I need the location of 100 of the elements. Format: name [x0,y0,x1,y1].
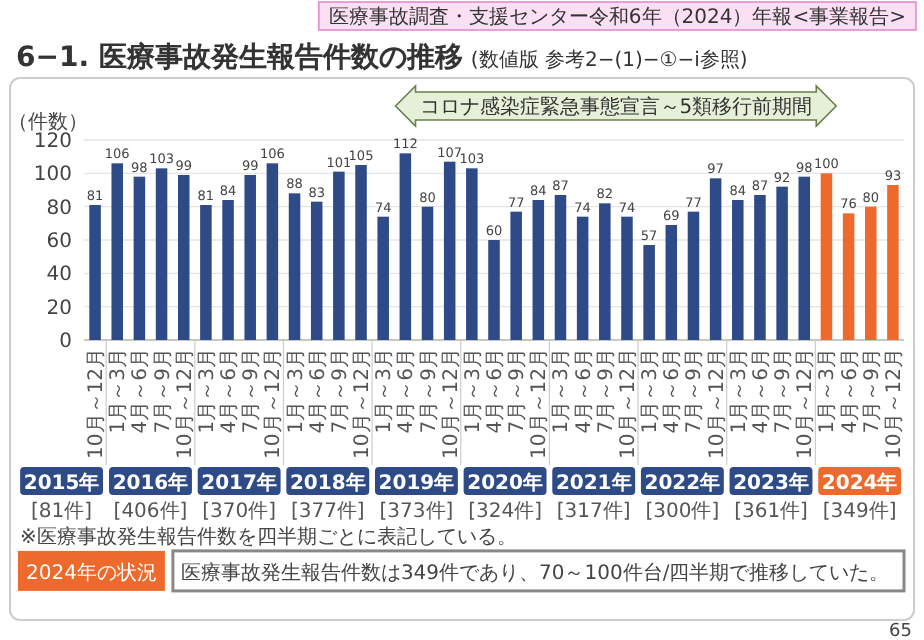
text: 2021年 [555,470,632,495]
x-tick-label: 1月～3月 [196,348,219,434]
bar [177,175,190,340]
text: [324件] [468,500,543,523]
y-tick-label: 60 [46,231,72,253]
bar [244,175,256,340]
bar [776,186,788,340]
x-tick-label: 4月～6月 [839,348,862,434]
x-tick-label: 10月～12月 [529,348,552,459]
chart-title: 6−1. 医療事故発生報告件数の推移 [16,40,463,74]
x-tick-label: 10月～12月 [174,348,197,459]
bar [266,163,279,340]
x-tick-label: 10月～12月 [86,348,109,459]
x-tick-label: 7月～9月 [241,348,264,434]
x-tick-label: 4月～6月 [750,348,773,434]
x-tick-label: 4月～6月 [219,348,242,434]
bar [133,176,146,340]
x-tick-label: 1月～3月 [285,348,308,434]
x-tick-label: 10月～12月 [706,348,729,459]
text: 医療事故発生報告件数は349件であり、70～100件台/四半期で推移していた。 [180,560,890,585]
x-tick-label: 4月～6月 [130,348,153,434]
x-tick-label: 7月～9月 [773,348,796,434]
bar [288,193,301,340]
bar [820,173,833,340]
text: [317件] [556,500,631,523]
bar [842,213,855,340]
text: [406件] [113,500,188,523]
text: [373件] [379,500,454,523]
bar [443,161,456,340]
x-tick-label: 7月～9月 [595,348,618,434]
bar [709,178,722,340]
y-axis-title: （件数） [8,112,88,134]
arrow-covid-period: コロナ感染症緊急事態宣言～5類移行前期間 [394,84,838,128]
bar [510,211,522,340]
x-tick-label: 1月～3月 [108,348,131,434]
text: 2022年 [644,470,721,495]
x-tick-label: 1月～3月 [728,348,751,434]
text: 2024年 [821,470,898,495]
y-tick-label: 0 [59,331,72,353]
bar [599,203,611,340]
x-tick-label: 4月～6月 [307,348,330,434]
bar [732,200,744,340]
text: 2023年 [733,470,809,495]
x-tick-label: 4月～6月 [662,348,685,434]
x-tick-label: 4月～6月 [485,348,507,434]
text: [361件] [734,500,809,523]
x-tick-label: 10月～12月 [617,348,640,459]
bar [333,171,345,340]
x-tick-label: 4月～6月 [396,348,419,434]
text: 2018年 [289,470,366,495]
bar [754,195,766,340]
text: ※医療事故発生報告件数を四半期ごとに表記している。 [20,524,517,549]
bar [864,206,877,340]
bar [222,200,234,340]
text: 2020年 [467,470,543,495]
bar [643,245,655,340]
bar [399,153,412,340]
bar [200,205,212,340]
y-tick-label: 40 [46,264,72,287]
x-tick-label: 7月～9月 [418,348,441,434]
bar [798,176,811,340]
x-tick-label: 4月～6月 [573,348,596,434]
x-tick-label: 1月～3月 [374,348,397,434]
y-tick-label: 20 [46,297,72,320]
text: 2017年 [201,470,277,495]
bar [887,185,899,340]
chart-subtitle: (数値版 参考2−(1)−①−i参照) [470,48,748,72]
x-tick-label: 7月～9月 [329,348,352,434]
text: [370件] [202,500,277,523]
text: 2024年の状況 [26,560,157,585]
bar [665,225,678,340]
x-tick-label: 10月～12月 [440,348,463,459]
x-tick-label: 1月～3月 [640,348,663,434]
text: 2015年 [23,470,100,495]
bar [532,200,545,340]
x-tick-label: 10月～12月 [883,348,906,459]
x-tick-label: 1月～3月 [551,348,574,434]
bar [421,206,434,340]
x-tick-label: 1月～3月 [817,348,840,434]
bar [554,195,567,340]
x-tick-label: 7月～9月 [152,348,175,434]
x-tick-label: 7月～9月 [684,348,707,434]
text: 医療事故調査・支援センター令和6年（2024）年報<事業報告> [328,5,907,29]
bar [310,201,323,340]
bar [466,168,478,340]
bar [488,240,500,340]
x-tick-label: 7月～9月 [861,348,884,434]
y-tick-label: 100 [33,164,72,187]
text: [377件] [290,500,365,523]
x-tick-label: 1月～3月 [462,348,485,434]
text: 2016年 [112,470,189,495]
y-tick-label: 80 [46,197,72,220]
x-tick-label: 7月～9月 [507,348,530,434]
text: [81件] [31,500,93,523]
text: [349件] [822,500,897,523]
bar [155,168,168,340]
bar [621,216,633,340]
x-tick-label: 10月～12月 [352,348,375,459]
text: 65 [889,622,912,640]
bar [377,216,389,340]
